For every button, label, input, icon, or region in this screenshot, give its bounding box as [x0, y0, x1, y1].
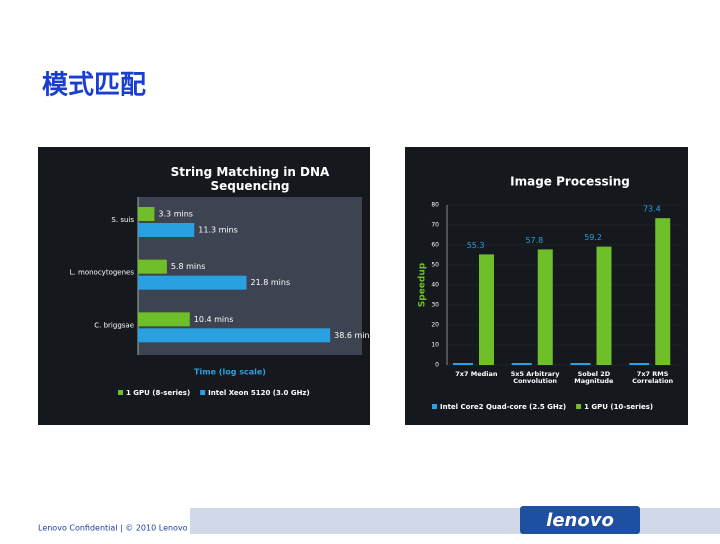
bar	[138, 328, 331, 343]
value-label: 59.2	[584, 233, 602, 242]
bar	[138, 207, 155, 221]
bar	[138, 223, 195, 237]
footer-text: Lenovo Confidential | © 2010 Lenovo	[38, 524, 188, 533]
legend-label: 1 GPU (10-series)	[584, 403, 653, 411]
category-label: S. suis	[111, 216, 134, 224]
footer-band	[190, 508, 720, 534]
value-label: 3.3 mins	[158, 210, 193, 219]
y-tick-label: 70	[431, 222, 439, 229]
x-axis-label: Time (log scale)	[194, 368, 266, 377]
value-label: 57.8	[525, 236, 543, 245]
logo-box	[520, 506, 640, 534]
value-label: 38.6 mins	[334, 331, 374, 340]
category-label: Sobel 2D Magnitude	[574, 371, 614, 386]
value-label: 21.8 mins	[251, 278, 291, 287]
legend-label: 1 GPU (8-series)	[126, 389, 190, 397]
category-label: 7x7 RMS Correlation	[632, 371, 674, 386]
bar	[655, 218, 671, 365]
value-label: 73.4	[643, 205, 661, 214]
y-tick-label: 50	[431, 262, 439, 269]
legend-swatch	[576, 404, 582, 409]
chart-title: Image Processing	[510, 175, 630, 189]
bar	[570, 363, 591, 365]
category-label-box: 5x5 Arbitrary Convolution	[510, 371, 560, 386]
category-label: L. monocytogenes	[70, 269, 135, 277]
logo: lenovo	[546, 510, 614, 531]
category-label: 5x5 Arbitrary Convolution	[510, 371, 560, 386]
bar	[537, 249, 553, 365]
bar	[138, 259, 167, 274]
value-label: 11.3 mins	[198, 226, 238, 235]
y-tick-label: 0	[435, 362, 439, 369]
category-label: 7x7 Median	[455, 371, 498, 378]
legend-swatch	[200, 390, 206, 395]
chart-title: String Matching in DNA Sequencing	[170, 166, 330, 193]
category-label-box: Sobel 2D Magnitude	[574, 371, 614, 386]
bar	[138, 275, 247, 290]
y-tick-label: 60	[431, 242, 439, 249]
category-label: C. briggsae	[94, 321, 134, 329]
y-axis-label: Speedup	[418, 262, 428, 307]
bar	[138, 312, 190, 327]
legend-swatch	[118, 390, 123, 395]
bar	[596, 246, 612, 365]
bar	[629, 363, 650, 365]
y-tick-label: 40	[431, 282, 439, 289]
category-label-box: 7x7 Median	[455, 371, 498, 378]
legend-label: Intel Core2 Quad-core (2.5 GHz)	[440, 403, 566, 411]
y-tick-label: 80	[431, 202, 439, 209]
legend-swatch	[432, 404, 437, 409]
y-tick-label: 20	[431, 322, 439, 329]
category-label-box: 7x7 RMS Correlation	[632, 371, 674, 386]
legend-label: Intel Xeon 5120 (3.0 GHz)	[208, 389, 310, 397]
bar	[479, 254, 494, 365]
y-tick-label: 10	[431, 342, 439, 349]
value-label: 10.4 mins	[194, 315, 234, 324]
value-label: 5.8 mins	[171, 262, 206, 271]
value-label: 55.3	[467, 241, 485, 250]
slide-title: 模式匹配	[42, 71, 146, 101]
y-tick-label: 30	[431, 302, 439, 309]
chart-title-box: String Matching in DNA Sequencing	[170, 166, 330, 193]
bar	[453, 363, 473, 365]
bar	[511, 363, 532, 365]
